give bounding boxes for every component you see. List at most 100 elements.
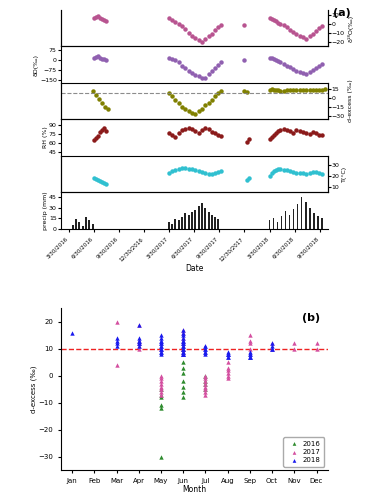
Point <box>136 340 142 347</box>
Point <box>158 385 164 393</box>
Point <box>202 380 208 388</box>
Point <box>158 372 164 380</box>
X-axis label: Date: Date <box>185 264 203 272</box>
Point <box>247 345 253 353</box>
Text: (b): (b) <box>301 314 320 324</box>
Point <box>180 334 186 342</box>
Bar <box>188 214 190 228</box>
Point <box>202 380 208 388</box>
Point <box>180 345 186 353</box>
Point <box>180 342 186 350</box>
Bar <box>174 219 176 228</box>
Point <box>158 345 164 353</box>
Point <box>180 326 186 334</box>
Y-axis label: d-excess (‰): d-excess (‰) <box>30 366 37 413</box>
Point <box>180 342 186 350</box>
Point <box>158 404 164 412</box>
Bar <box>305 202 306 228</box>
Point <box>202 377 208 385</box>
Bar <box>194 210 196 229</box>
Point <box>202 382 208 390</box>
Bar <box>205 208 206 229</box>
Point <box>291 345 297 353</box>
X-axis label: Month: Month <box>182 485 207 494</box>
Point <box>202 377 208 385</box>
Point <box>158 345 164 353</box>
Point <box>180 328 186 336</box>
Point <box>202 350 208 358</box>
Bar <box>317 216 319 228</box>
Point <box>158 340 164 347</box>
Point <box>224 348 231 356</box>
Point <box>180 336 186 344</box>
Point <box>224 366 231 374</box>
Point <box>202 372 208 380</box>
Point <box>180 345 186 353</box>
Point <box>136 320 142 328</box>
Bar <box>297 204 298 229</box>
Point <box>158 452 164 460</box>
Point <box>158 332 164 340</box>
Point <box>202 385 208 393</box>
Point <box>180 332 186 340</box>
Bar <box>218 219 219 228</box>
Point <box>136 334 142 342</box>
Point <box>136 320 142 328</box>
Bar <box>199 206 200 229</box>
Bar <box>281 216 282 228</box>
Point <box>158 380 164 388</box>
Point <box>269 345 275 353</box>
Point <box>202 372 208 380</box>
Bar <box>92 224 94 228</box>
Point <box>158 385 164 393</box>
Point <box>158 388 164 396</box>
Point <box>136 340 142 347</box>
Point <box>158 342 164 350</box>
Y-axis label: precip (mm): precip (mm) <box>43 191 48 230</box>
Point <box>202 374 208 382</box>
Point <box>158 336 164 344</box>
Bar <box>215 216 216 228</box>
Bar <box>178 220 180 228</box>
Point <box>180 340 186 347</box>
Point <box>202 348 208 356</box>
Bar <box>313 213 315 228</box>
Point <box>202 345 208 353</box>
Bar <box>171 224 173 228</box>
Bar <box>75 220 77 228</box>
Y-axis label: T(°C): T(°C) <box>343 166 347 182</box>
Bar <box>85 218 87 228</box>
Point <box>180 348 186 356</box>
Point <box>247 353 253 361</box>
Bar <box>208 212 210 228</box>
Point <box>247 353 253 361</box>
Point <box>158 348 164 356</box>
Point <box>114 336 120 344</box>
Point <box>224 374 231 382</box>
Point <box>247 340 253 347</box>
Point <box>224 358 231 366</box>
Point <box>224 372 231 380</box>
Point <box>136 336 142 344</box>
Point <box>180 388 186 396</box>
Point <box>158 342 164 350</box>
Point <box>224 353 231 361</box>
Text: (a): (a) <box>333 8 351 18</box>
Point <box>202 345 208 353</box>
Point <box>180 382 186 390</box>
Point <box>158 382 164 390</box>
Point <box>269 345 275 353</box>
Point <box>180 348 186 356</box>
Point <box>114 361 120 369</box>
Point <box>247 350 253 358</box>
Point <box>247 350 253 358</box>
Point <box>180 350 186 358</box>
Bar <box>181 216 183 228</box>
Point <box>114 340 120 347</box>
Point <box>180 328 186 336</box>
Point <box>247 336 253 344</box>
Point <box>158 345 164 353</box>
Point <box>180 369 186 377</box>
Point <box>180 336 186 344</box>
Point <box>180 340 186 347</box>
